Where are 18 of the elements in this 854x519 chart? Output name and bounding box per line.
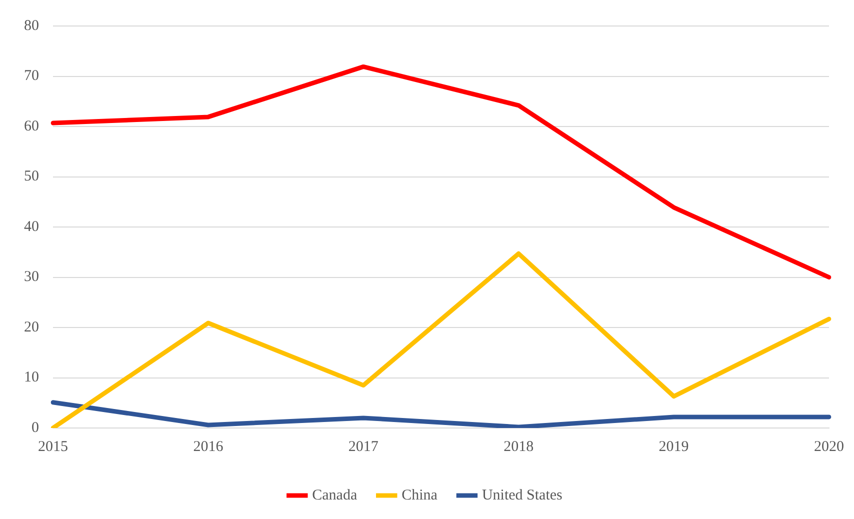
y-tick-label: 40 [24,218,39,235]
legend-label: United States [482,487,563,504]
x-tick-label: 2017 [348,438,379,455]
y-tick-label: 20 [24,319,39,336]
x-tick-label: 2016 [193,438,224,455]
y-tick-label: 50 [24,168,39,185]
y-tick-label: 30 [24,269,39,286]
x-tick-label: 2015 [38,438,68,455]
y-tick-label: 80 [24,18,39,34]
legend-label: China [402,487,438,504]
y-tick-label: 10 [24,370,39,386]
y-tick-label: 0 [32,420,39,436]
x-tick-label: 2018 [504,438,534,455]
x-tick-label: 2019 [658,438,689,455]
legend-label: Canada [312,487,358,504]
y-tick-label: 60 [24,118,39,134]
x-tick-label: 2020 [814,438,844,455]
y-tick-label: 70 [24,68,39,84]
